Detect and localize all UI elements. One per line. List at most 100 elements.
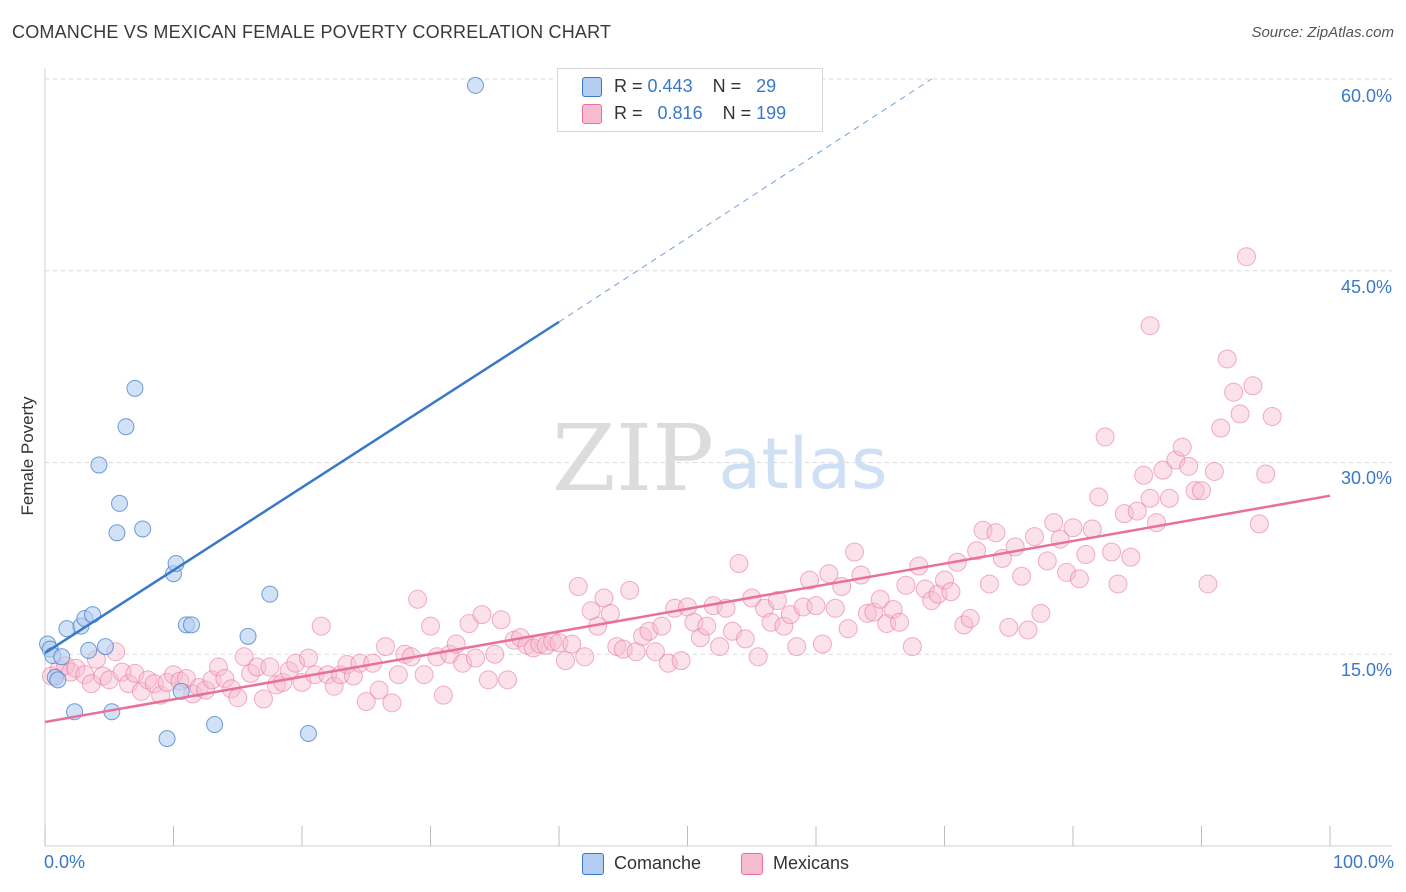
mexicans-point (453, 653, 473, 673)
mexicans-point (825, 598, 845, 618)
comanche-point (158, 730, 176, 748)
mexicans-point (1204, 461, 1224, 481)
mexicans-point (1037, 551, 1057, 571)
mexicans-trend-line (44, 494, 1331, 724)
mexicans-point (1024, 527, 1044, 547)
mexicans-point (208, 657, 228, 677)
mexicans-point (1063, 518, 1083, 538)
mexicans-point (935, 570, 954, 590)
r-value: 0.816 (657, 103, 703, 123)
mexicans-point (228, 688, 248, 708)
comanche-point (206, 716, 224, 734)
mexicans-point (1243, 376, 1263, 396)
mexicans-point (633, 626, 653, 646)
comanche-point (80, 641, 98, 659)
y-tick-label: 30.0% (1340, 468, 1392, 488)
legend-label: Comanche (614, 853, 702, 873)
mexicans-point (1134, 465, 1154, 485)
mexicans-swatch (582, 104, 602, 124)
mexicans-point (298, 648, 318, 668)
mexicans-point (735, 629, 755, 649)
comanche-point (172, 682, 190, 700)
mexicans-point (472, 605, 492, 625)
mexicans-point (433, 685, 453, 705)
mexicans-point (639, 621, 659, 641)
comanche-point (134, 520, 152, 538)
mexicans-point (1012, 566, 1032, 586)
mexicans-point (1230, 404, 1250, 424)
comanche-point (126, 379, 144, 397)
mexicans-point (902, 637, 922, 657)
mexicans-point (967, 541, 987, 561)
mexicans-point (800, 570, 820, 590)
mexicans-point (806, 596, 826, 616)
r-label: R = (614, 76, 643, 96)
mexicans-point (890, 612, 910, 632)
mexicans-point (652, 616, 672, 636)
mexicans-point (491, 610, 511, 630)
mexicans-point (1140, 488, 1160, 508)
mexicans-point (382, 693, 402, 713)
mexicans-point (1140, 316, 1160, 336)
mexicans-point (286, 653, 306, 673)
mexicans-point (645, 642, 665, 662)
mexicans-point (1153, 460, 1173, 480)
mexicans-point (671, 651, 691, 671)
mexicans-point (555, 651, 575, 671)
mexicans-point (690, 628, 710, 648)
mexicans-swatch (741, 853, 763, 875)
x-tick-label-min: 0.0% (44, 852, 86, 872)
mexicans-point (260, 657, 280, 677)
mexicans-point (1262, 406, 1282, 426)
y-tick-label: 15.0% (1340, 660, 1392, 680)
correlation-legend: R = 0.443 N = 29 R = 0.816 N = 199 (557, 68, 823, 132)
mexicans-point (311, 616, 331, 636)
mexicans-point (767, 591, 787, 611)
mexicans-point (1089, 487, 1109, 507)
r-label: R = (614, 103, 643, 123)
mexicans-point (838, 619, 858, 639)
mexicans-point (1256, 464, 1276, 484)
comanche-point (108, 524, 126, 542)
mexicans-point (478, 670, 498, 690)
mexicans-point (986, 523, 1006, 543)
mexicans-point (1236, 247, 1256, 267)
mexicans-point (1179, 456, 1199, 476)
mexicans-point (1121, 547, 1141, 567)
comanche-point (111, 494, 129, 512)
trend-lines (44, 78, 1331, 724)
comanche-point (49, 671, 67, 689)
y-tick-label: 45.0% (1340, 277, 1392, 297)
mexicans-point (1018, 620, 1038, 640)
mexicans-point (697, 616, 717, 636)
mexicans-point (1249, 514, 1269, 534)
comanche-trend-line (44, 320, 560, 655)
mexicans-point (729, 553, 749, 573)
mexicans-point (81, 674, 101, 694)
mexicans-point (234, 647, 254, 667)
r-value: 0.443 (647, 76, 693, 96)
source-label: Source: ZipAtlas.com (1251, 24, 1394, 41)
n-label: N = (712, 76, 742, 96)
mexicans-point (253, 689, 273, 709)
mexicans-point (1031, 603, 1051, 623)
mexicans-point (376, 637, 396, 657)
comanche-point (182, 616, 200, 634)
comanche-point (466, 76, 484, 94)
mexicans-point (1127, 501, 1147, 521)
mexicans-point (356, 692, 376, 712)
mexicans-point (408, 589, 428, 609)
mexicans-point (421, 616, 440, 636)
gridlines (45, 78, 1392, 655)
mexicans-point (883, 600, 903, 620)
mexicans-point (575, 647, 595, 667)
mexicans-point (1224, 382, 1244, 402)
mexicans-point (324, 676, 344, 696)
mexicans-point (465, 648, 485, 668)
mexicans-point (215, 669, 235, 689)
x-tick-label-max: 100.0% (1332, 852, 1394, 872)
mexicans-point (1076, 545, 1096, 565)
mexicans-point (485, 644, 505, 664)
comanche-point (96, 638, 114, 656)
comanche-trend-extension (558, 78, 932, 323)
